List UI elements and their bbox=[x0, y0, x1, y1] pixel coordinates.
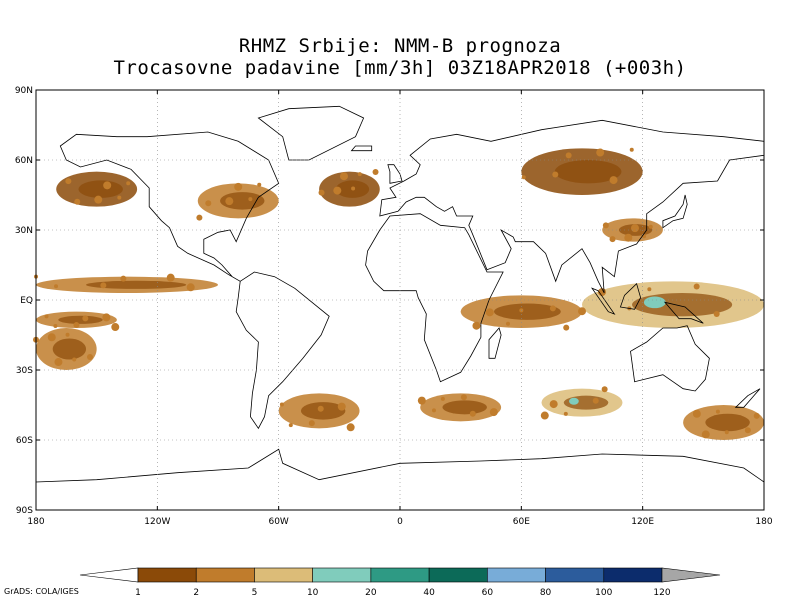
colorbar-label-100: 100 bbox=[595, 588, 612, 598]
precip-area-southern-ocean-4 bbox=[683, 405, 764, 440]
map-subtitle: Trocasovne padavine [mm/3h] 03Z18APR2018… bbox=[113, 57, 687, 79]
coastline-uk bbox=[387, 164, 403, 184]
colorbar-label-5: 5 bbox=[252, 588, 258, 598]
lat-label-30S: 30S bbox=[16, 366, 33, 376]
colorbar-over-triangle bbox=[661, 567, 721, 583]
colorbar-label-20: 20 bbox=[365, 588, 377, 598]
colorbar-label-1: 1 bbox=[135, 588, 141, 598]
colorbar-label-2: 2 bbox=[193, 588, 199, 598]
precip-area-itcz-pacific-south bbox=[36, 311, 120, 332]
lat-label-EQ: EQ bbox=[20, 296, 33, 306]
precip-area-southern-ocean-1 bbox=[278, 393, 360, 432]
colorbar-swatch-7 bbox=[487, 567, 546, 583]
precip-area-indonesia bbox=[578, 281, 764, 328]
lat-label-90S: 90S bbox=[16, 506, 33, 516]
colorbar-label-120: 120 bbox=[653, 588, 670, 598]
lon-label-120W: 120W bbox=[144, 517, 170, 527]
colorbar-label-40: 40 bbox=[423, 588, 435, 598]
precip-area-atlantic-midlat bbox=[318, 169, 380, 207]
colorbar-swatch-2 bbox=[195, 567, 255, 583]
lat-label-60N: 60N bbox=[15, 156, 33, 166]
colorbar-swatch-1 bbox=[137, 567, 197, 583]
coastline-new-guinea bbox=[663, 301, 704, 324]
coastline-japan bbox=[662, 194, 688, 229]
coastline-borneo bbox=[619, 282, 642, 310]
colorbar-swatch-6 bbox=[428, 567, 488, 583]
coastline-north-america bbox=[59, 131, 280, 282]
coastline-sumatra bbox=[591, 287, 616, 315]
precip-area-southern-ocean-2 bbox=[417, 393, 502, 422]
colorbar-label-60: 60 bbox=[482, 588, 494, 598]
coastline-new-zealand bbox=[734, 388, 761, 408]
colorbar-under-triangle bbox=[79, 567, 139, 583]
coastline-greenland bbox=[257, 105, 365, 161]
precip-area-southern-ocean-3 bbox=[540, 386, 623, 420]
colorbar-label-80: 80 bbox=[540, 588, 552, 598]
colorbar-swatch-3 bbox=[254, 567, 313, 583]
coastline-south-america bbox=[235, 271, 330, 430]
precip-area-siberia bbox=[521, 147, 643, 196]
map-title: RHMZ Srbije: NMM-B prognoza bbox=[238, 35, 562, 57]
lat-label-60S: 60S bbox=[16, 436, 33, 446]
coastline-australia bbox=[630, 325, 710, 392]
precip-area-north-pacific-storm bbox=[56, 171, 138, 207]
lon-label-60W: 60W bbox=[268, 517, 288, 527]
colorbar: 1 2 5 10 20 40 60 80 100 120 bbox=[79, 567, 721, 598]
colorbar-swatch-5 bbox=[370, 567, 430, 583]
graticule bbox=[36, 90, 764, 510]
lon-label-0: 0 bbox=[397, 517, 403, 527]
precip-area-south-pacific-convergence bbox=[33, 328, 97, 370]
lon-label-180: 180 bbox=[755, 517, 772, 527]
lat-label-90N: 90N bbox=[15, 86, 33, 96]
coastline-greenland-iceland bbox=[350, 145, 373, 152]
colorbar-swatch-9 bbox=[603, 567, 663, 583]
colorbar-swatch-8 bbox=[545, 567, 605, 583]
lon-label-120E: 120E bbox=[631, 517, 654, 527]
credit-text: GrADS: COLA/IGES bbox=[4, 587, 79, 596]
colorbar-label-10: 10 bbox=[307, 588, 319, 598]
precip-area-itcz-pacific-north bbox=[34, 273, 218, 294]
coastline-africa bbox=[365, 213, 504, 383]
coastline-eurasia bbox=[379, 119, 765, 294]
precip-area-east-africa-indian-ocean bbox=[460, 295, 582, 331]
lon-label-180: 180 bbox=[27, 517, 44, 527]
lat-label-30N: 30N bbox=[15, 226, 33, 236]
coastline-madagascar bbox=[488, 327, 502, 359]
precip-area-north-america-front bbox=[196, 182, 279, 221]
lon-label-60E: 60E bbox=[513, 517, 530, 527]
colorbar-swatch-4 bbox=[312, 567, 372, 583]
precipitation-layer bbox=[33, 147, 764, 440]
